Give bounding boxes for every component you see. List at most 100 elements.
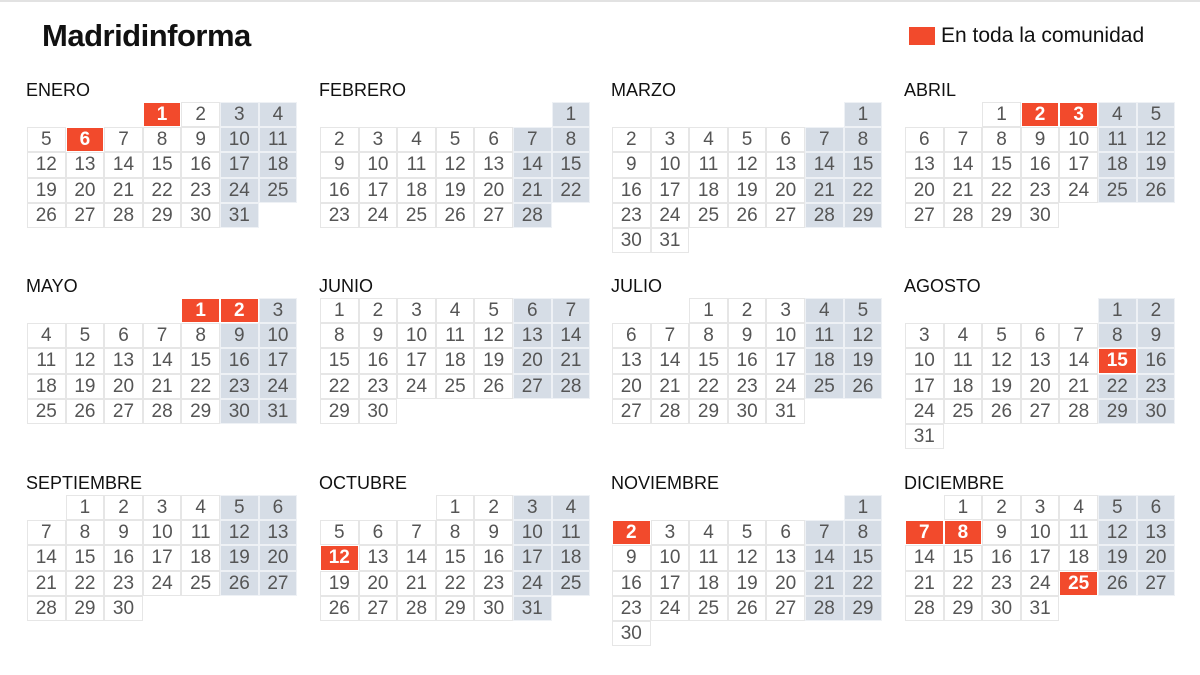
weekend-day-cell: 18 (805, 348, 844, 374)
day-cell: 6 (1020, 323, 1060, 349)
day-cell: 20 (474, 177, 513, 203)
weekend-day-cell: 18 (258, 152, 298, 178)
weekend-day-cell: 29 (843, 202, 883, 228)
day-cell: 14 (943, 152, 983, 178)
day-cell: 7 (104, 127, 143, 153)
weekend-day-cell: 28 (513, 202, 552, 228)
day-cell: 3 (766, 298, 805, 324)
day-cell: 10 (1059, 127, 1098, 153)
day-cell: 26 (27, 202, 66, 228)
day-cell: 27 (766, 595, 805, 621)
month-name: JUNIO (319, 276, 373, 296)
day-cell: 10 (1020, 520, 1060, 546)
day-cell: 22 (435, 570, 475, 596)
day-cell: 19 (27, 177, 66, 203)
day-cell: 30 (612, 621, 651, 647)
day-cell: 26 (65, 398, 105, 424)
weekend-day-cell: 14 (805, 545, 844, 571)
day-cell: 23 (181, 177, 220, 203)
day-cell: 29 (181, 398, 220, 424)
day-cell: 26 (727, 595, 767, 621)
weekend-day-cell: 20 (258, 545, 298, 571)
day-cell: 6 (766, 520, 805, 546)
weekend-day-cell: 22 (843, 570, 883, 596)
month-name: SEPTIEMBRE (26, 473, 143, 493)
day-cell: 24 (650, 595, 690, 621)
day-cell: 2 (181, 102, 220, 128)
weekend-day-cell: 22 (843, 177, 883, 203)
day-cell: 15 (435, 545, 475, 571)
day-cell: 28 (142, 398, 182, 424)
weekend-day-cell: 31 (513, 595, 552, 621)
day-cell: 9 (612, 545, 651, 571)
weekend-day-cell: 6 (258, 495, 298, 521)
day-cell: 5 (982, 323, 1021, 349)
top-divider (0, 0, 1200, 2)
day-cell: 24 (142, 570, 182, 596)
day-cell: 23 (612, 595, 651, 621)
holiday-day-cell: 2 (220, 298, 259, 324)
day-cell: 12 (727, 152, 767, 178)
day-cell: 9 (612, 152, 651, 178)
day-cell: 6 (474, 127, 513, 153)
weekend-day-cell: 11 (258, 127, 298, 153)
weekend-day-cell: 13 (513, 323, 552, 349)
day-cell: 7 (142, 323, 182, 349)
weekend-day-cell: 25 (805, 373, 844, 399)
day-cell: 13 (104, 348, 143, 374)
day-cell: 3 (650, 520, 690, 546)
day-cell: 5 (727, 520, 767, 546)
day-cell: 6 (612, 323, 651, 349)
day-cell: 10 (650, 545, 690, 571)
weekend-day-cell: 17 (258, 348, 298, 374)
month-marzo: MARZO 1 2 3 4 5 6 7 8 9 10 11 12 13 14 15 16 17 18 19 20 21 22… (611, 80, 892, 260)
day-cell: 5 (65, 323, 105, 349)
weekend-day-cell: 8 (843, 520, 883, 546)
weekend-day-cell: 8 (843, 127, 883, 153)
day-cell: 10 (650, 152, 690, 178)
day-cell: 9 (181, 127, 220, 153)
day-cell: 29 (435, 595, 475, 621)
weekend-day-cell: 8 (1098, 323, 1137, 349)
day-cell: 20 (766, 177, 805, 203)
day-cell: 24 (358, 202, 398, 228)
day-cell: 11 (943, 348, 983, 374)
day-cell: 8 (181, 323, 220, 349)
day-cell: 25 (689, 202, 728, 228)
day-cell: 3 (397, 298, 436, 324)
day-cell: 21 (1059, 373, 1098, 399)
day-cell: 17 (1020, 545, 1060, 571)
day-cell: 21 (905, 570, 944, 596)
day-cell: 8 (435, 520, 475, 546)
day-cell: 13 (358, 545, 398, 571)
weekend-day-cell: 29 (1098, 398, 1137, 424)
day-cell: 12 (27, 152, 66, 178)
day-cell: 1 (320, 298, 359, 324)
day-cell: 9 (982, 520, 1021, 546)
weekend-day-cell: 7 (551, 298, 591, 324)
weekend-day-cell: 15 (843, 152, 883, 178)
weekend-day-cell: 26 (843, 373, 883, 399)
day-cell: 28 (943, 202, 983, 228)
day-cell: 1 (435, 495, 475, 521)
day-cell: 29 (142, 202, 182, 228)
weekend-day-cell: 6 (513, 298, 552, 324)
day-cell: 25 (27, 398, 66, 424)
day-cell: 29 (982, 202, 1021, 228)
weekend-day-cell: 26 (1136, 177, 1176, 203)
day-cell: 6 (905, 127, 944, 153)
month-mayo: MAYO 1 2 3 4 5 6 7 8 9 10 11 12 13 14 15 16 17 18 19 20 21 22 2… (26, 276, 307, 456)
day-cell: 26 (435, 202, 475, 228)
day-cell: 13 (766, 545, 805, 571)
weekend-day-cell: 7 (805, 520, 844, 546)
weekend-day-cell: 3 (513, 495, 552, 521)
month-name: OCTUBRE (319, 473, 408, 493)
day-cell: 12 (982, 348, 1021, 374)
weekend-day-cell: 30 (220, 398, 259, 424)
day-cell: 28 (1059, 398, 1098, 424)
day-cell: 22 (689, 373, 728, 399)
day-cell: 2 (727, 298, 767, 324)
weekend-day-cell: 4 (1098, 102, 1137, 128)
day-cell: 22 (181, 373, 220, 399)
day-cell: 7 (650, 323, 690, 349)
